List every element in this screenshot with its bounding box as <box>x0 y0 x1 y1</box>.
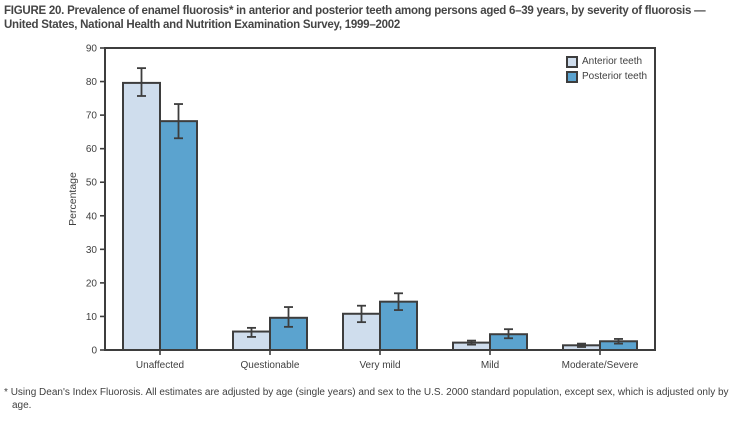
y-axis-title: Percentage <box>67 172 79 226</box>
error-bar-anterior-teeth-questionable <box>247 326 256 338</box>
legend-item-posterior: Posterior teeth <box>566 70 647 83</box>
y-axis-tick-label: 10 <box>86 312 98 323</box>
x-axis-label-very-mild: Very mild <box>359 360 400 371</box>
error-bar-posterior-teeth-moderate-severe <box>614 338 623 345</box>
error-bar-anterior-teeth-unaffected <box>137 67 146 97</box>
legend-swatch-posterior-icon <box>566 70 578 83</box>
y-axis-tick-label: 70 <box>86 111 98 122</box>
x-axis-label-unaffected: Unaffected <box>136 360 184 371</box>
legend-swatch-anterior-icon <box>566 55 578 68</box>
legend-label-anterior: Anterior teeth <box>582 56 643 67</box>
y-axis-tick-label: 50 <box>86 178 98 189</box>
y-axis-tick-label: 60 <box>86 144 98 155</box>
y-axis-tick-label: 20 <box>86 278 98 289</box>
footnote: * Using Dean's Index Fluorosis. All esti… <box>4 387 732 412</box>
figure-title: FIGURE 20. Prevalence of enamel fluorosi… <box>4 5 706 31</box>
y-axis-tick-label: 0 <box>91 346 97 357</box>
error-bar-posterior-teeth-mild <box>504 328 513 340</box>
legend-item-anterior: Anterior teeth <box>566 55 647 68</box>
error-bar-posterior-teeth-questionable <box>284 306 293 328</box>
error-bar-posterior-teeth-unaffected <box>174 103 183 140</box>
error-bar-anterior-teeth-moderate-severe <box>577 342 586 348</box>
error-bar-posterior-teeth-very-mild <box>394 292 403 311</box>
error-bar-anterior-teeth-very-mild <box>357 304 366 324</box>
error-bar-anterior-teeth-mild <box>467 339 476 346</box>
bar-anterior-teeth-unaffected <box>122 81 161 352</box>
axis-layer: 0 10 20 30 40 50 60 70 80 90 Unaffected Questionabl… <box>86 44 639 372</box>
footnote-marker: * <box>4 387 8 398</box>
legend: Anterior teeth Posterior teeth <box>566 55 647 83</box>
y-axis-tick-label: 30 <box>86 245 98 256</box>
footnote-text: Using Dean's Index Fluorosis. All estima… <box>10 387 729 411</box>
y-axis-tick-label: 90 <box>86 44 98 55</box>
y-axis-tick-label: 80 <box>86 77 98 88</box>
legend-label-posterior: Posterior teeth <box>582 71 648 82</box>
x-axis-label-questionable: Questionable <box>241 360 300 371</box>
x-axis-label-moderate-severe: Moderate/Severe <box>562 360 639 371</box>
bars-layer <box>122 67 638 352</box>
x-axis-label-mild: Mild <box>481 360 499 371</box>
bar-posterior-teeth-unaffected <box>159 120 198 351</box>
plot-border <box>104 47 656 351</box>
y-axis-tick-label: 40 <box>86 211 98 222</box>
